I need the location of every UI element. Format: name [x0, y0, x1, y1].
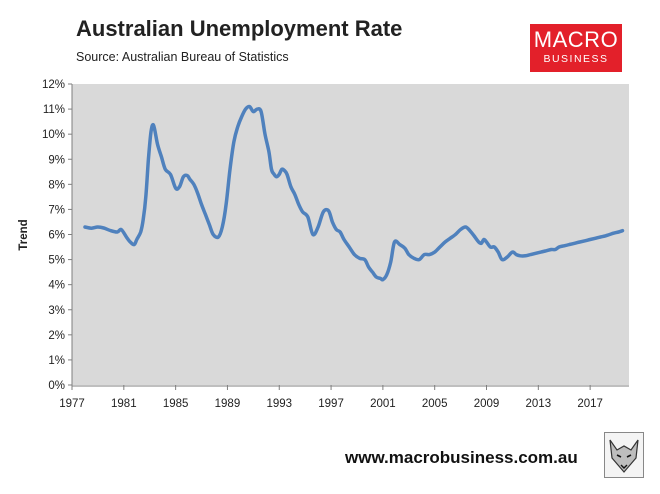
footer-website-link[interactable]: www.macrobusiness.com.au — [345, 448, 578, 467]
y-tick-label: 9% — [48, 154, 65, 166]
x-tick-label: 2017 — [577, 398, 603, 410]
x-tick-label: 1989 — [215, 398, 241, 410]
fox-icon — [604, 432, 644, 478]
y-tick-label: 0% — [48, 380, 65, 392]
y-tick-label: 11% — [43, 104, 65, 116]
y-tick-label: 7% — [48, 204, 65, 216]
x-tick-label: 1993 — [266, 398, 292, 410]
y-tick-label: 12% — [42, 79, 65, 91]
y-tick-group: 0% 1% 2% 3% 4% 5% 6% 7% 8% 9% 10% 11% 12% — [42, 79, 72, 392]
x-tick-group: 1977 1981 1985 1989 1993 1997 2001 2005 2009 2013… — [59, 385, 603, 410]
x-tick-label: 1985 — [163, 398, 189, 410]
plot-area — [72, 84, 629, 385]
x-tick-label: 1997 — [318, 398, 344, 410]
logo-line-macro: MACRO — [533, 27, 619, 52]
chart-title: Australian Unemployment Rate — [76, 16, 403, 41]
chart-subtitle: Source: Australian Bureau of Statistics — [76, 50, 289, 64]
y-axis-label: Trend — [18, 219, 30, 250]
series-line-unemployment — [83, 104, 625, 282]
y-tick-label: 4% — [48, 280, 65, 292]
y-tick-label: 3% — [48, 305, 65, 317]
x-tick-label: 2013 — [526, 398, 552, 410]
x-tick-label: 1977 — [59, 398, 85, 410]
y-tick-label: 6% — [48, 230, 65, 242]
x-tick-label: 2001 — [370, 398, 396, 410]
y-tick-label: 1% — [48, 355, 65, 367]
y-tick-label: 10% — [42, 129, 65, 141]
x-tick-label: 2005 — [422, 398, 448, 410]
y-tick-label: 8% — [48, 179, 65, 191]
macrobusiness-logo[interactable]: MACRO BUSINESS — [530, 24, 622, 72]
x-tick-label: 1981 — [111, 398, 137, 410]
y-tick-label: 5% — [48, 255, 65, 267]
x-tick-label: 2009 — [474, 398, 500, 410]
y-tick-label: 2% — [48, 330, 65, 342]
unemployment-line-chart: 0%1%2%3%4%5%6%7%8%9%10%11%12% 1977 1981 19… — [18, 79, 629, 410]
logo-line-business: BUSINESS — [543, 53, 609, 65]
